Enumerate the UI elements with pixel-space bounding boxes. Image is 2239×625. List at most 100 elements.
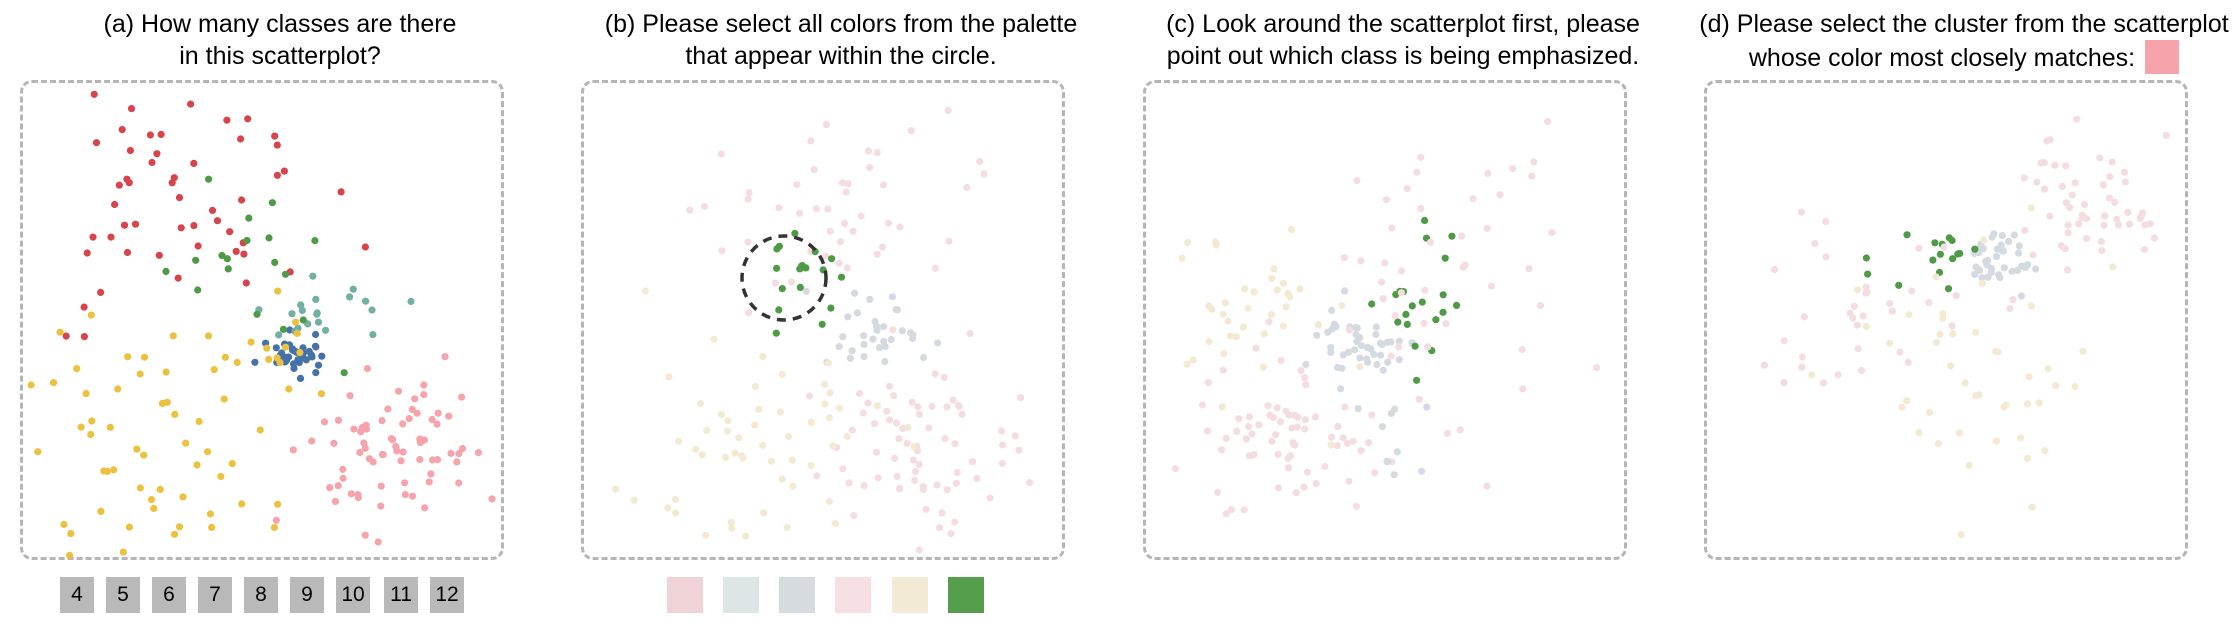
class-count-option[interactable]: 7	[198, 577, 232, 613]
scatter-point	[1334, 422, 1342, 430]
scatter-point	[322, 326, 330, 334]
scatter-point	[1312, 479, 1320, 487]
scatter-point	[1948, 322, 1956, 330]
scatter-point	[1398, 267, 1406, 275]
scatter-point	[864, 147, 873, 155]
scatter-point	[1381, 259, 1389, 267]
scatter-point	[312, 343, 320, 351]
scatter-point	[848, 426, 856, 434]
scatter-point	[980, 170, 988, 178]
scatter-point	[331, 497, 340, 505]
scatter-point	[717, 411, 726, 419]
scatter-point	[221, 353, 229, 361]
class-count-option[interactable]: 10	[336, 577, 370, 613]
class-count-option[interactable]: 11	[384, 577, 418, 613]
scatter-point	[1328, 433, 1336, 441]
scatter-point	[365, 455, 373, 463]
scatter-point	[869, 335, 877, 343]
class-count-option[interactable]: 9	[290, 577, 324, 613]
scatter-point	[1287, 225, 1296, 234]
palette-color-option[interactable]	[835, 577, 871, 613]
scatter-point	[920, 353, 928, 362]
scatter-point	[146, 131, 154, 139]
class-count-option[interactable]: 12	[430, 577, 464, 613]
scatter-point	[1980, 236, 1988, 244]
scatter-point	[1341, 287, 1349, 295]
scatter-point	[664, 504, 672, 512]
scatter-point	[2079, 347, 2087, 355]
class-count-option[interactable]: 6	[152, 577, 186, 613]
scatter-point	[174, 274, 182, 282]
scatter-point	[1834, 371, 1842, 379]
scatter-point	[1248, 430, 1256, 438]
scatter-point	[907, 127, 915, 135]
scatter-point	[2006, 305, 2014, 313]
scatter-point	[1265, 318, 1273, 326]
scatter-point	[88, 417, 96, 425]
scatter-point	[182, 439, 190, 447]
scatter-point	[80, 303, 88, 311]
palette-color-option[interactable]	[667, 577, 703, 613]
scatter-point	[307, 351, 315, 359]
scatter-point	[171, 530, 179, 538]
scatter-point	[87, 311, 95, 319]
palette-color-option[interactable]	[779, 577, 815, 613]
scatter-point	[205, 175, 213, 183]
scatter-point	[2146, 220, 2154, 228]
palette-color-option[interactable]	[723, 577, 759, 613]
scatter-point	[162, 267, 170, 275]
scatter-point	[1439, 291, 1447, 299]
scatter-point	[953, 468, 961, 477]
scatter-point	[1915, 428, 1923, 437]
scatter-point	[1857, 366, 1866, 375]
scatter-point	[744, 195, 752, 203]
scatter-point	[1903, 231, 1911, 239]
scatter-point	[2041, 447, 2049, 455]
scatter-point	[731, 449, 739, 457]
scatter-point	[237, 135, 245, 143]
palette-color-option[interactable]	[892, 577, 928, 613]
scatter-point	[771, 279, 779, 287]
scatter-point	[812, 205, 820, 213]
scatter-point	[2101, 212, 2109, 220]
scatter-point	[123, 248, 132, 257]
scatter-point	[1760, 361, 1769, 369]
class-count-option[interactable]: 4	[60, 577, 94, 613]
scatter-point	[698, 451, 706, 459]
scatter-point	[1487, 282, 1496, 290]
scatter-point	[1417, 153, 1425, 161]
scatter-point	[873, 448, 881, 456]
scatter-point	[384, 405, 392, 413]
scatter-point	[860, 482, 868, 490]
scatter-point	[2057, 242, 2065, 250]
scatter-point	[2017, 292, 2025, 300]
scatter-point	[2000, 264, 2008, 272]
scatter-point	[773, 264, 781, 272]
scatter-point	[224, 265, 232, 273]
scatter-point	[1345, 326, 1353, 334]
scatter-point	[347, 490, 355, 498]
palette-color-option[interactable]	[948, 577, 984, 613]
scatter-point	[1908, 287, 1916, 295]
scatter-point	[428, 456, 437, 464]
scatter-point	[1383, 338, 1391, 346]
scatter-point	[1017, 394, 1025, 402]
scatter-point	[1391, 312, 1399, 320]
class-count-option[interactable]: 8	[244, 577, 278, 613]
scatter-point	[1971, 270, 1979, 278]
scatter-point	[1978, 274, 1986, 282]
scatter-point	[976, 157, 984, 166]
scatter-point	[377, 482, 385, 490]
scatter-point	[2064, 266, 2072, 274]
panel-title: (d) Please select the cluster from the s…	[1664, 8, 2239, 74]
scatter-point	[835, 343, 843, 351]
scatter-point	[425, 478, 433, 486]
scatter-point	[826, 389, 834, 397]
scatter-point	[2051, 161, 2059, 169]
scatter-point	[2033, 178, 2041, 186]
scatter-point	[744, 238, 752, 246]
scatter-point	[125, 179, 133, 187]
scatter-point	[818, 320, 826, 328]
scatter-point	[1949, 330, 1957, 338]
class-count-option[interactable]: 5	[106, 577, 140, 613]
